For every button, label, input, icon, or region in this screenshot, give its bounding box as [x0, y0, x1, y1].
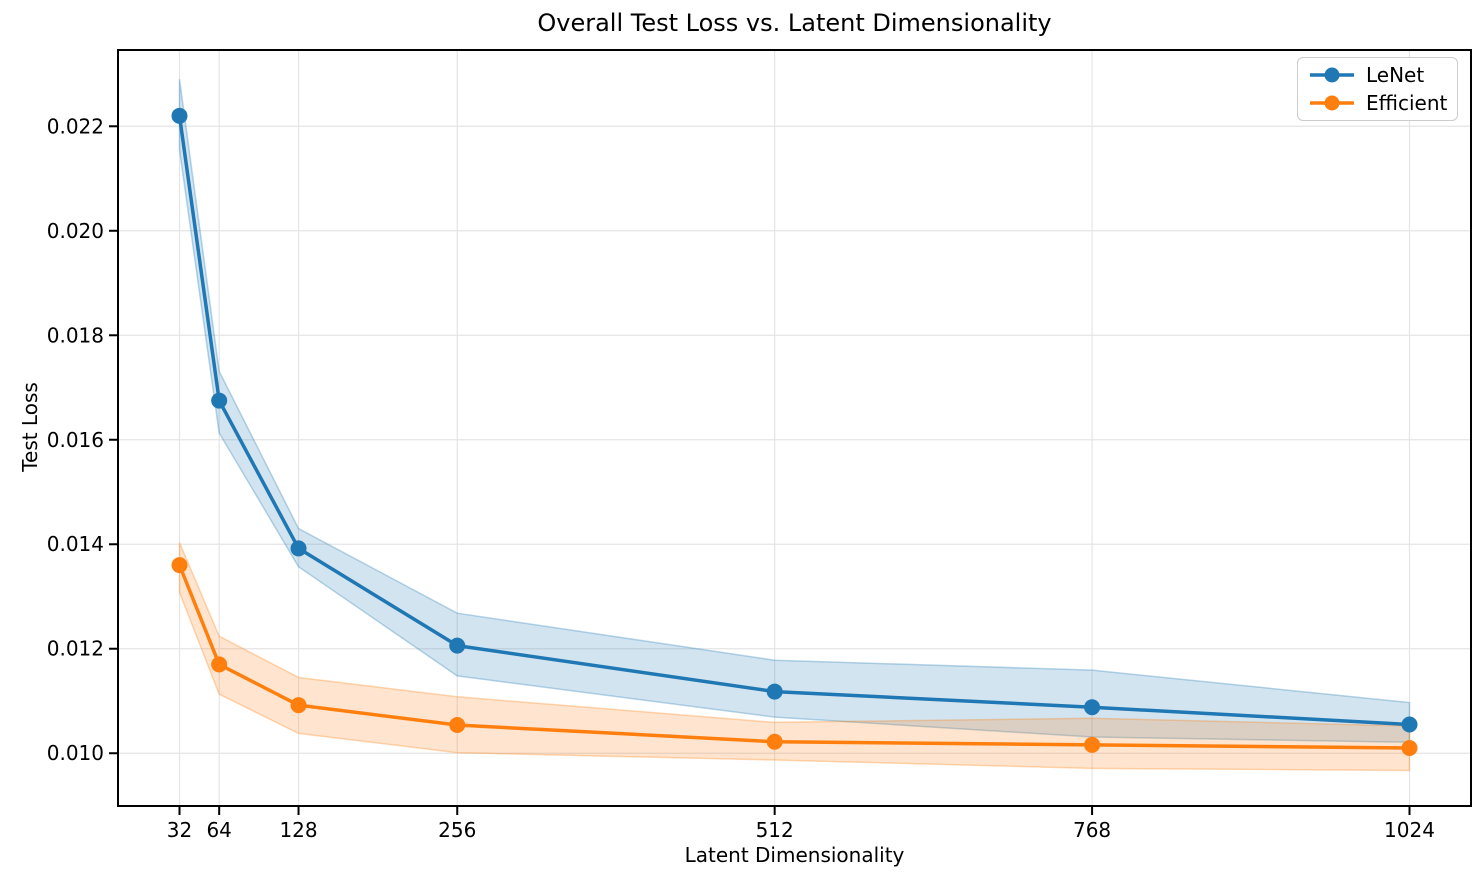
series-marker-lenet [211, 392, 228, 409]
legend-line-marker-icon [1310, 95, 1354, 111]
legend-line-marker-icon [1310, 67, 1354, 83]
y-tick-label: 0.010 [47, 741, 104, 765]
chart-title: Overall Test Loss vs. Latent Dimensional… [537, 9, 1052, 37]
x-tick-label: 64 [206, 818, 231, 842]
x-tick-label: 768 [1073, 818, 1111, 842]
x-tick-label: 256 [438, 818, 476, 842]
y-axis-label: Test Loss [18, 382, 42, 472]
series-marker-lenet [171, 107, 188, 124]
series-marker-efficient [171, 557, 188, 574]
series-marker-lenet [1401, 716, 1418, 733]
series-band-efficient [178, 542, 1411, 772]
legend: LeNet Efficient [1297, 57, 1458, 121]
series-marker-lenet [1084, 699, 1101, 716]
series-band-lenet [178, 79, 1411, 744]
series-line-lenet [177, 114, 1412, 727]
series-marker-lenet [766, 683, 783, 700]
legend-item-lenet: LeNet [1298, 61, 1457, 89]
series-marker-efficient [290, 697, 307, 714]
x-axis-label: Latent Dimensionality [684, 843, 905, 867]
y-tick-label: 0.014 [47, 532, 104, 556]
series-marker-efficient [1084, 736, 1101, 753]
legend-label-efficient: Efficient [1366, 91, 1448, 115]
series-marker-efficient [211, 656, 228, 673]
y-tick-label: 0.012 [47, 637, 104, 661]
x-tick-label: 512 [756, 818, 794, 842]
y-tick-label: 0.018 [47, 323, 104, 347]
series-marker-efficient [1401, 740, 1418, 757]
series-marker-efficient [449, 717, 466, 734]
x-tick-label: 1024 [1384, 818, 1435, 842]
plot-border [117, 49, 1472, 807]
y-tick-label: 0.020 [47, 219, 104, 243]
series-marker-lenet [290, 540, 307, 557]
x-tick-label: 32 [167, 818, 192, 842]
series-marker-efficient [766, 733, 783, 750]
legend-item-efficient: Efficient [1298, 89, 1457, 117]
y-tick-label: 0.022 [47, 114, 104, 138]
series-marker-lenet [449, 637, 466, 654]
legend-label-lenet: LeNet [1366, 63, 1425, 87]
x-tick-label: 128 [279, 818, 317, 842]
y-tick-label: 0.016 [47, 428, 104, 452]
